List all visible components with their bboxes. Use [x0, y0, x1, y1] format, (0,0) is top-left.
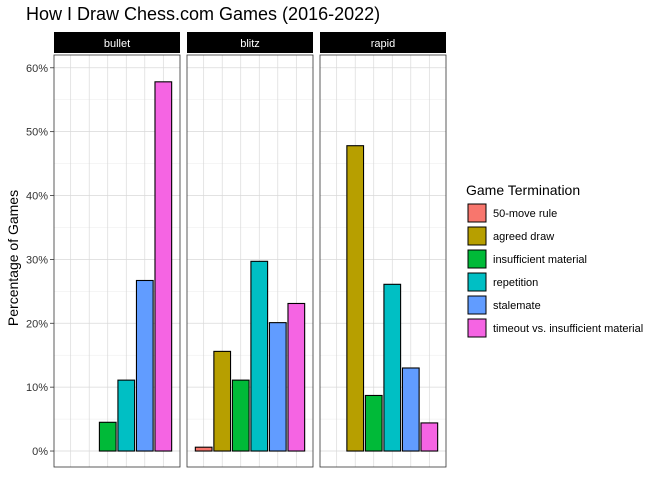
legend-label: repetition — [493, 277, 538, 289]
facet-strip-label: blitz — [240, 38, 260, 50]
y-axis-title: Percentage of Games — [5, 190, 21, 326]
facet-panels: bullet blitz rapid — [53, 32, 447, 468]
y-tick-label: 50% — [26, 127, 48, 139]
facet-strip — [320, 32, 446, 53]
legend: Game Termination 50-move rule agreed draw… — [466, 182, 643, 338]
facet-strip-label: rapid — [371, 38, 395, 50]
chart-title: How I Draw Chess.com Games (2016-2022) — [26, 4, 380, 24]
legend-label: timeout vs. insufficient material — [493, 323, 643, 335]
legend-label: stalemate — [493, 300, 541, 312]
y-tick-label: 30% — [26, 254, 48, 266]
bar-rapid-2 — [346, 145, 365, 452]
legend-label: insufficient material — [493, 254, 587, 266]
panel-background — [320, 55, 446, 467]
panel-border — [53, 54, 181, 468]
y-tick-label: 0% — [32, 446, 48, 458]
y-tick-label: 40% — [26, 191, 48, 203]
panel-border — [186, 54, 314, 468]
y-tick-label: 10% — [26, 382, 48, 394]
legend-title: Game Termination — [466, 182, 580, 198]
bar-bullet-3 — [98, 421, 117, 452]
bar-blitz-6 — [287, 302, 306, 452]
bar-bullet-5 — [135, 279, 154, 452]
facet-blitz: blitz — [186, 32, 314, 468]
bar-blitz-3 — [231, 379, 250, 452]
panel-border — [319, 54, 447, 468]
legend-key — [467, 272, 487, 292]
bar-blitz-1 — [194, 446, 213, 452]
legend-label: agreed draw — [493, 231, 554, 243]
bar-rapid-6 — [420, 422, 439, 452]
legend-key — [467, 249, 487, 269]
y-tick-label: 60% — [26, 63, 48, 75]
bar-rapid-4 — [383, 283, 402, 452]
bar-blitz-5 — [268, 322, 287, 452]
bar-bullet-6 — [154, 81, 173, 452]
legend-label: 50-move rule — [493, 208, 557, 220]
legend-key — [467, 226, 487, 246]
bar-blitz-2 — [213, 350, 232, 452]
facet-rapid: rapid — [319, 32, 447, 468]
legend-key — [467, 318, 487, 338]
legend-key — [467, 203, 487, 223]
bar-bullet-4 — [117, 379, 136, 452]
y-axis: 0% 10% 20% 30% 40% 50% 60% — [26, 63, 54, 458]
bar-rapid-5 — [401, 367, 420, 452]
facet-strip — [54, 32, 180, 53]
facet-strip — [187, 32, 313, 53]
y-tick-label: 20% — [26, 318, 48, 330]
facet-bullet: bullet — [53, 32, 181, 468]
facet-strip-label: bullet — [104, 38, 130, 50]
legend-key — [467, 295, 487, 315]
bar-blitz-4 — [250, 260, 269, 452]
bar-rapid-3 — [364, 394, 383, 452]
